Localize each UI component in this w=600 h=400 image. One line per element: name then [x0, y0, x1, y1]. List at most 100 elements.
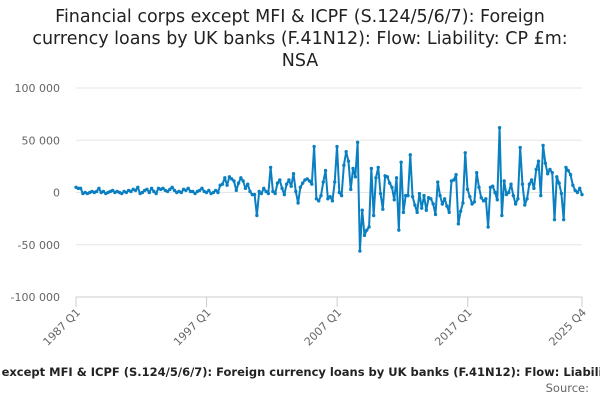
data-point[interactable]	[145, 187, 149, 192]
data-point[interactable]	[511, 193, 516, 198]
data-point[interactable]	[252, 192, 257, 197]
data-point[interactable]	[278, 178, 282, 182]
data-point[interactable]	[507, 190, 511, 195]
data-point[interactable]	[236, 181, 241, 185]
data-point[interactable]	[239, 176, 243, 180]
data-point[interactable]	[408, 153, 412, 157]
data-point[interactable]	[335, 144, 339, 149]
data-point[interactable]	[442, 197, 447, 201]
data-point[interactable]	[243, 186, 248, 191]
data-point[interactable]	[330, 199, 335, 203]
data-point[interactable]	[392, 198, 396, 202]
data-point[interactable]	[346, 159, 351, 163]
data-point[interactable]	[433, 212, 438, 217]
data-point[interactable]	[275, 181, 280, 185]
data-point[interactable]	[497, 126, 502, 130]
data-point[interactable]	[456, 222, 461, 226]
data-point[interactable]	[445, 204, 449, 208]
data-point[interactable]	[358, 249, 362, 253]
data-point[interactable]	[101, 189, 106, 194]
data-point[interactable]	[328, 194, 332, 199]
data-point[interactable]	[397, 228, 401, 232]
data-point[interactable]	[477, 185, 481, 189]
data-point[interactable]	[282, 192, 287, 197]
data-point[interactable]	[369, 166, 374, 171]
data-point[interactable]	[415, 210, 419, 215]
data-point[interactable]	[284, 182, 289, 186]
data-point[interactable]	[197, 188, 202, 193]
data-point[interactable]	[491, 184, 495, 188]
data-point[interactable]	[124, 190, 129, 195]
data-point[interactable]	[241, 179, 245, 183]
data-point[interactable]	[213, 188, 218, 193]
data-point[interactable]	[172, 188, 177, 193]
data-point[interactable]	[248, 189, 252, 194]
data-point[interactable]	[568, 173, 573, 177]
data-point[interactable]	[337, 190, 341, 195]
data-point[interactable]	[266, 191, 271, 196]
data-point[interactable]	[541, 143, 545, 148]
data-point[interactable]	[573, 188, 577, 193]
data-point[interactable]	[365, 228, 369, 232]
data-point[interactable]	[452, 178, 456, 182]
data-point[interactable]	[429, 197, 433, 201]
data-point[interactable]	[319, 193, 323, 198]
data-point[interactable]	[410, 194, 415, 199]
data-point[interactable]	[323, 168, 328, 173]
data-point[interactable]	[479, 196, 483, 200]
data-point[interactable]	[493, 190, 497, 195]
data-point[interactable]	[94, 189, 99, 194]
data-point[interactable]	[147, 190, 151, 195]
data-point[interactable]	[296, 201, 300, 205]
data-point[interactable]	[566, 168, 570, 173]
data-point[interactable]	[342, 163, 346, 168]
data-point[interactable]	[484, 197, 488, 201]
data-point[interactable]	[447, 210, 451, 215]
data-point[interactable]	[371, 213, 376, 218]
data-point[interactable]	[152, 189, 156, 194]
data-point[interactable]	[207, 188, 211, 193]
data-point[interactable]	[289, 184, 293, 188]
data-point[interactable]	[161, 186, 165, 191]
data-point[interactable]	[186, 186, 190, 191]
data-point[interactable]	[552, 217, 557, 222]
data-point[interactable]	[246, 182, 250, 186]
data-point[interactable]	[259, 191, 264, 196]
data-point[interactable]	[500, 213, 504, 218]
data-point[interactable]	[578, 186, 582, 191]
data-point[interactable]	[561, 217, 566, 222]
data-point[interactable]	[165, 189, 170, 194]
data-point[interactable]	[527, 182, 532, 186]
data-point[interactable]	[326, 197, 330, 201]
data-point[interactable]	[431, 202, 435, 206]
data-point[interactable]	[305, 177, 309, 181]
data-point[interactable]	[223, 176, 227, 180]
data-point[interactable]	[321, 180, 325, 184]
data-point[interactable]	[420, 206, 424, 210]
data-point[interactable]	[225, 183, 229, 187]
data-point[interactable]	[440, 202, 445, 206]
data-point[interactable]	[381, 207, 385, 211]
data-point[interactable]	[367, 225, 371, 229]
data-point[interactable]	[413, 203, 417, 207]
data-point[interactable]	[438, 193, 442, 198]
data-point[interactable]	[133, 188, 138, 193]
data-point[interactable]	[461, 201, 465, 205]
data-point[interactable]	[539, 193, 543, 198]
data-point[interactable]	[495, 198, 499, 202]
data-point[interactable]	[468, 194, 472, 199]
data-point[interactable]	[534, 167, 538, 172]
data-point[interactable]	[314, 197, 319, 201]
data-point[interactable]	[168, 187, 172, 192]
data-point[interactable]	[204, 190, 209, 195]
data-point[interactable]	[349, 187, 353, 192]
data-point[interactable]	[273, 191, 277, 196]
data-point[interactable]	[232, 179, 236, 183]
data-point[interactable]	[575, 190, 580, 195]
data-point[interactable]	[532, 186, 536, 191]
data-point[interactable]	[294, 189, 298, 194]
data-point[interactable]	[353, 175, 358, 179]
data-point[interactable]	[216, 190, 220, 195]
data-point[interactable]	[557, 181, 561, 185]
data-point[interactable]	[211, 190, 216, 195]
